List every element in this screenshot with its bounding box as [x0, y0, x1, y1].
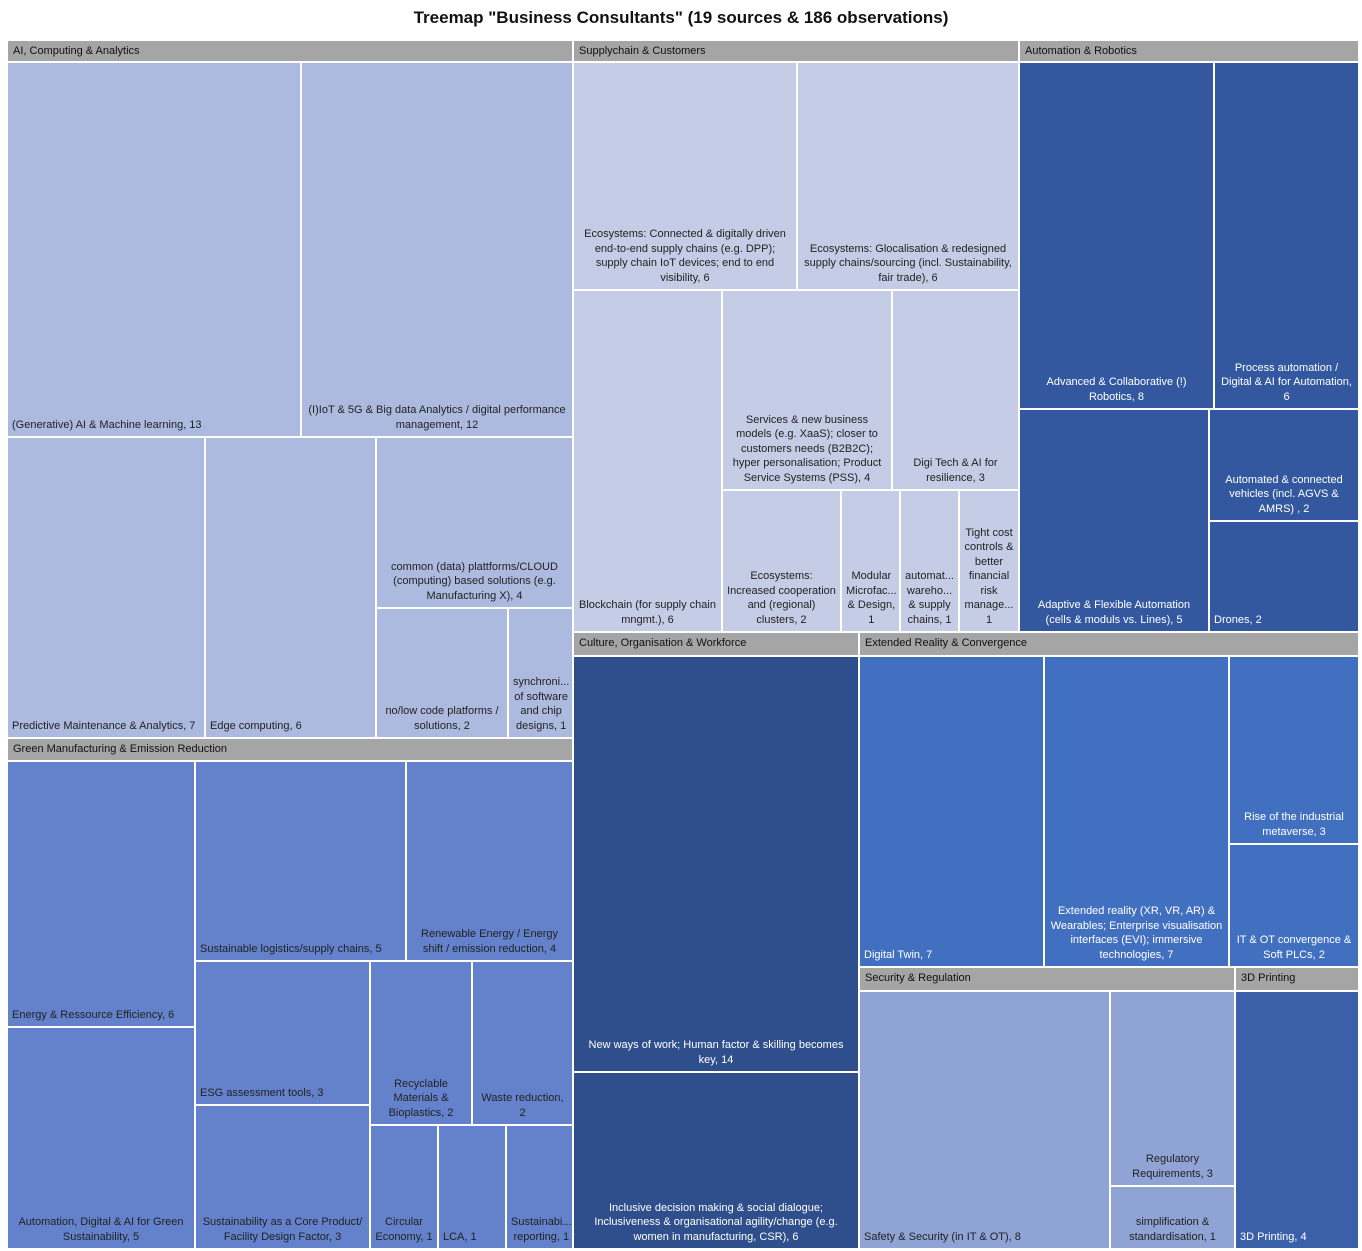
tile-label: Process automation / Digital & AI for Au…: [1221, 361, 1352, 403]
tile-label: Safety & Security (in IT & OT), 8: [864, 1230, 1021, 1243]
tile: Edge computing, 6: [205, 437, 376, 738]
tile: Process automation / Digital & AI for Au…: [1214, 62, 1359, 409]
tile-label: Drones, 2: [1214, 613, 1262, 626]
group-header: Automation & Robotics: [1019, 40, 1359, 62]
tile: Ecosystems: Increased cooperation and (r…: [722, 490, 841, 632]
tile: LCA, 1: [438, 1125, 506, 1249]
tile: Automated & connected vehicles (incl. AG…: [1209, 409, 1359, 521]
group-header: Security & Regulation: [859, 967, 1235, 991]
tile-label: Blockchain (for supply chain mngmt.), 6: [579, 599, 716, 626]
group-header: AI, Computing & Analytics: [7, 40, 573, 62]
tile: Drones, 2: [1209, 521, 1359, 632]
tile-label: (Generative) AI & Machine learning, 13: [12, 418, 202, 431]
tile: Predictive Maintenance & Analytics, 7: [7, 437, 205, 738]
tile-label: Energy & Ressource Efficiency, 6: [12, 1008, 175, 1021]
tile: Circular Economy, 1: [370, 1125, 438, 1249]
tile: Energy & Ressource Efficiency, 6: [7, 761, 195, 1027]
tile-label: Waste reduction, 2: [481, 1092, 564, 1119]
tile: Digital Twin, 7: [859, 656, 1044, 967]
tile: IT & OT convergence & Soft PLCs, 2: [1229, 844, 1359, 967]
tile: 3D Printing, 4: [1235, 991, 1359, 1249]
tile-label: Sustainability as a Core Product/ Facili…: [202, 1216, 363, 1243]
tile-label: Sustainabi... reporting, 1: [511, 1216, 572, 1243]
tile-label: Ecosystems: Increased cooperation and (r…: [727, 570, 836, 626]
tile: Ecosystems: Glocalisation & redesigned s…: [797, 62, 1019, 290]
group-header: Green Manufacturing & Emission Reduction: [7, 738, 573, 761]
tile: Tight cost controls & better financial r…: [959, 490, 1019, 632]
tile-label: Renewable Energy / Energy shift / emissi…: [421, 928, 558, 955]
tile: no/low code platforms / solutions, 2: [376, 608, 508, 738]
tile: (Generative) AI & Machine learning, 13: [7, 62, 301, 437]
tile-label: ESG assessment tools, 3: [200, 1086, 324, 1099]
tile-label: Automated & connected vehicles (incl. AG…: [1225, 473, 1343, 515]
tile: Adaptive & Flexible Automation (cells & …: [1019, 409, 1209, 632]
tile-label: Recyclable Materials & Bioplastics, 2: [388, 1077, 454, 1119]
tile: New ways of work; Human factor & skillin…: [573, 656, 859, 1072]
tile: Inclusive decision making & social dialo…: [573, 1072, 859, 1249]
tile: Rise of the industrial metaverse, 3: [1229, 656, 1359, 844]
tile-label: no/low code platforms / solutions, 2: [385, 705, 499, 732]
tile-label: Adaptive & Flexible Automation (cells & …: [1037, 599, 1191, 626]
tile: Recyclable Materials & Bioplastics, 2: [370, 961, 472, 1125]
group-header: Extended Reality & Convergence: [859, 632, 1359, 656]
tile: Ecosystems: Connected & digitally driven…: [573, 62, 797, 290]
tile: synchroni... of software and chip design…: [508, 608, 573, 738]
tile-label: (I)IoT & 5G & Big data Analytics / digit…: [308, 404, 566, 431]
tile: Regulatory Requirements, 3: [1110, 991, 1235, 1186]
tile-label: Advanced & Collaborative (!) Robotics, 8: [1046, 376, 1187, 403]
group-header: 3D Printing: [1235, 967, 1359, 991]
tile-label: 3D Printing, 4: [1240, 1230, 1307, 1243]
tile-label: Modular Microfac... & Design, 1: [846, 570, 897, 626]
tile: (I)IoT & 5G & Big data Analytics / digit…: [301, 62, 573, 437]
tile-label: Sustainable logistics/supply chains, 5: [200, 942, 382, 955]
tile-label: common (data) plattforms/CLOUD (computin…: [391, 560, 558, 602]
tile-label: Digi Tech & AI for resilience, 3: [913, 457, 998, 484]
group-header: Culture, Organisation & Workforce: [573, 632, 859, 656]
tile: Digi Tech & AI for resilience, 3: [892, 290, 1019, 490]
tile: Extended reality (XR, VR, AR) & Wearable…: [1044, 656, 1229, 967]
tile-label: Circular Economy, 1: [375, 1216, 433, 1243]
tile-label: Tight cost controls & better financial r…: [964, 526, 1014, 626]
tile: Waste reduction, 2: [472, 961, 573, 1125]
tile-label: Regulatory Requirements, 3: [1132, 1153, 1213, 1180]
tile-label: Edge computing, 6: [210, 719, 302, 732]
tile: Modular Microfac... & Design, 1: [841, 490, 900, 632]
tile-label: automat... wareho... & supply chains, 1: [905, 570, 954, 626]
tile: common (data) plattforms/CLOUD (computin…: [376, 437, 573, 608]
tile-label: Extended reality (XR, VR, AR) & Wearable…: [1050, 905, 1223, 961]
tile: Sustainability as a Core Product/ Facili…: [195, 1105, 370, 1249]
tile-label: Ecosystems: Glocalisation & redesigned s…: [804, 242, 1012, 284]
tile-label: Ecosystems: Connected & digitally driven…: [584, 228, 786, 284]
tile: Automation, Digital & AI for Green Susta…: [7, 1027, 195, 1249]
tile-label: LCA, 1: [443, 1230, 477, 1243]
tile-label: Automation, Digital & AI for Green Susta…: [18, 1216, 184, 1243]
tile-label: synchroni... of software and chip design…: [513, 676, 570, 732]
tile-label: Inclusive decision making & social dialo…: [594, 1201, 838, 1243]
tile: automat... wareho... & supply chains, 1: [900, 490, 959, 632]
tile: Sustainable logistics/supply chains, 5: [195, 761, 406, 961]
tile-label: Rise of the industrial metaverse, 3: [1244, 811, 1344, 838]
tile: Sustainabi... reporting, 1: [506, 1125, 573, 1249]
tile-label: IT & OT convergence & Soft PLCs, 2: [1236, 934, 1352, 961]
tile-label: simplification & standardisation, 1: [1129, 1216, 1216, 1243]
tile-label: Predictive Maintenance & Analytics, 7: [12, 719, 196, 732]
tile: Renewable Energy / Energy shift / emissi…: [406, 761, 573, 961]
tile: Blockchain (for supply chain mngmt.), 6: [573, 290, 722, 632]
tile: ESG assessment tools, 3: [195, 961, 370, 1105]
group-header: Supplychain & Customers: [573, 40, 1019, 62]
tile-label: Services & new business models (e.g. Xaa…: [732, 413, 882, 484]
tile-label: New ways of work; Human factor & skillin…: [588, 1039, 844, 1066]
tile: Services & new business models (e.g. Xaa…: [722, 290, 892, 490]
tile: Safety & Security (in IT & OT), 8: [859, 991, 1110, 1249]
chart-title: Treemap "Business Consultants" (19 sourc…: [413, 8, 949, 27]
tile: simplification & standardisation, 1: [1110, 1186, 1235, 1249]
tile: Advanced & Collaborative (!) Robotics, 8: [1019, 62, 1214, 409]
tile-label: Digital Twin, 7: [864, 948, 933, 961]
